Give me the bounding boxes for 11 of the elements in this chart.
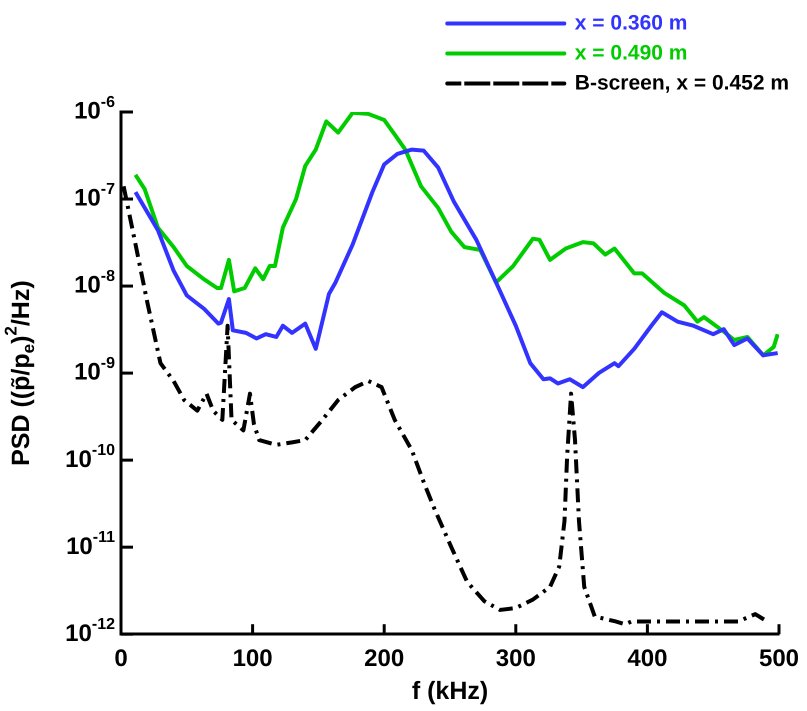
text: B-screen, x = 0.452 m: [574, 71, 790, 94]
x-tick-label: 300: [496, 645, 536, 672]
x-tick-label: 100: [232, 645, 273, 672]
x-tick-label: 200: [364, 645, 404, 672]
text: x = 0.360 m: [574, 11, 688, 34]
x-tick-label: 0: [114, 645, 128, 672]
x-tick-label: 400: [627, 645, 668, 672]
x-axis-title: f (kHz): [412, 676, 488, 705]
y-axis-title: PSD ((p̃/pe)2/Hz): [2, 280, 38, 466]
text: x = 0.490 m: [574, 41, 688, 64]
x-tick-label: 500: [758, 645, 800, 672]
